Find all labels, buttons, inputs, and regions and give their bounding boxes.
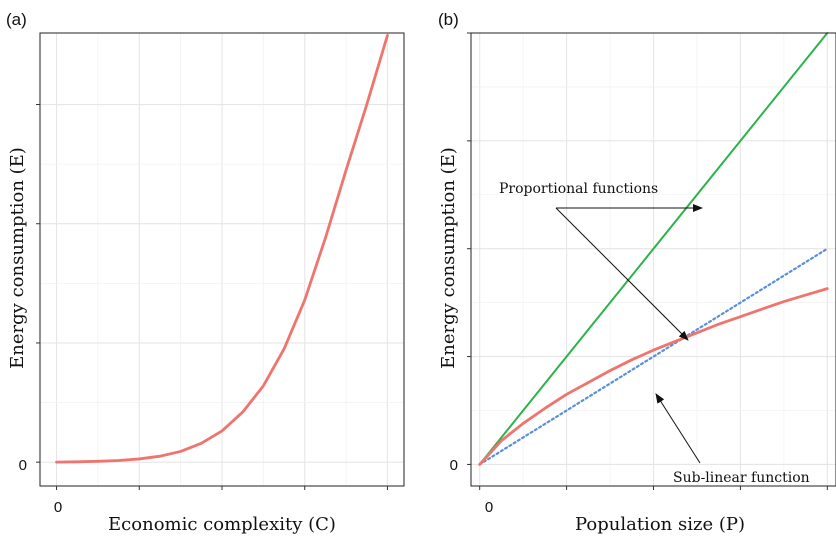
panel-a-y-tick-label: 0 [19,457,27,474]
panel-a: (a) 0 0 Economic complexity (C) Energy c… [6,10,405,535]
panel-a-grid [40,33,404,486]
panel-b: (b) 0 0 Population size (P) Energy consu… [438,10,836,535]
annotation-sub-linear-function: Sub-linear function [673,470,810,486]
panel-b-y-tick-label: 0 [450,457,458,474]
panel-a-y-axis-title: Energy consumption (E) [7,147,28,369]
annotation-proportional-functions: Proportional functions [499,181,658,197]
panel-b-x-tick-label: 0 [485,499,493,516]
annotation-arrow-red [655,393,701,464]
panel-b-series [478,32,829,466]
panel-a-x-axis-title: Economic complexity (C) [108,514,336,535]
series-line-b-2 [478,287,829,466]
panel-a-tag: (a) [6,10,27,29]
series-line-b-0 [478,32,829,466]
panel-b-y-axis-title: Energy consumption (E) [438,147,459,369]
series-line-a-0 [55,33,389,464]
series-line-b-1 [478,247,829,466]
panel-a-series [55,33,389,464]
panel-a-x-tick-label: 0 [54,499,62,516]
annotation-arrow-blue [555,207,689,341]
panel-b-annotation-arrows [555,204,703,464]
panel-b-x-axis-title: Population size (P) [575,514,745,535]
panel-b-tag: (b) [438,10,459,29]
panel-a-ticks [36,104,388,490]
panel-b-grid [471,32,836,486]
panel-b-ticks [467,32,828,490]
